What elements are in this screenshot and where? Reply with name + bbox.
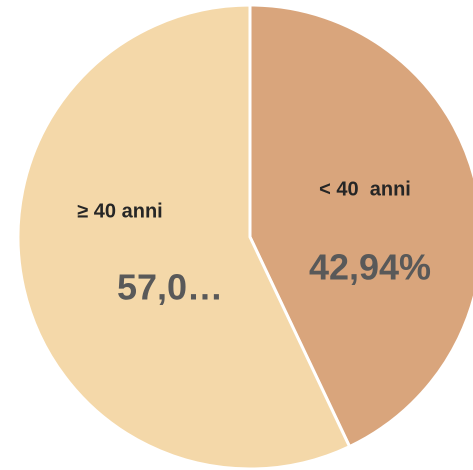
pie-slice <box>248 3 473 449</box>
category-label: ≥ 40 anni <box>77 200 162 222</box>
value-label: 57,0… <box>117 267 223 308</box>
pie-slice <box>16 3 352 470</box>
category-label: < 40 anni <box>319 178 411 200</box>
value-label: 42,94% <box>309 247 431 288</box>
